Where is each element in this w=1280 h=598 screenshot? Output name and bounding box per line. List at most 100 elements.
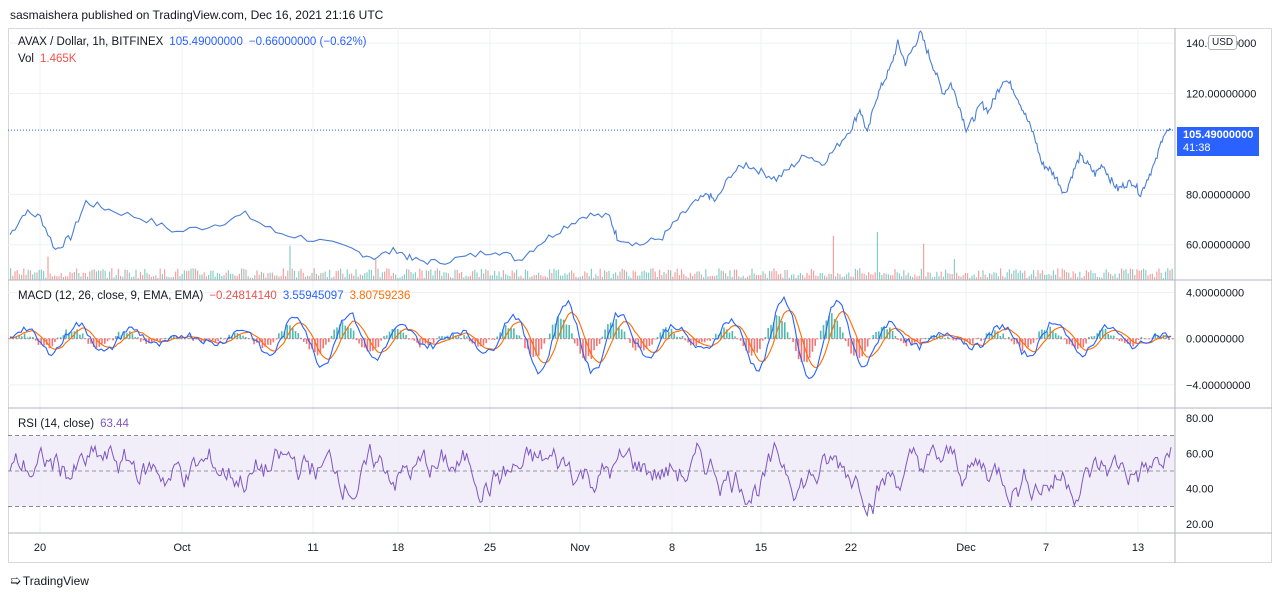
volume-bar [186, 271, 188, 280]
volume-bar [729, 270, 731, 280]
currency-button[interactable]: USD [1208, 35, 1238, 50]
volume-bar [27, 269, 29, 280]
volume-bar [1114, 273, 1116, 280]
macd-histogram-bar [228, 334, 230, 339]
volume-bar [661, 275, 663, 280]
macd-histogram-bar [1088, 337, 1090, 339]
volume-bar [397, 277, 399, 280]
volume-bar [1048, 274, 1050, 280]
volume-bar [192, 268, 194, 280]
volume-bar [1107, 272, 1109, 280]
macd-histogram-bar [209, 338, 211, 340]
macd-histogram-bar [62, 335, 65, 339]
volume-bar [1090, 270, 1092, 280]
macd-histogram-bar [999, 336, 1002, 339]
volume-bar [423, 277, 425, 280]
price-legend: AVAX / Dollar, 1h, BITFINEX 105.49000000−… [18, 36, 373, 48]
volume-bar [709, 276, 711, 280]
macd-histogram-bar [1030, 338, 1032, 345]
macd-histogram-bar [350, 328, 352, 339]
macd-histogram-bar [692, 338, 695, 345]
macd-histogram-bar [529, 338, 532, 356]
macd-histogram-bar [814, 338, 816, 346]
macd-histogram-bar [128, 331, 131, 339]
volume-bar [969, 277, 971, 280]
macd-histogram-bar [535, 338, 537, 356]
volume-bar [821, 273, 823, 280]
chart-canvas[interactable]: 20Oct111825Nov81522Dec713140.00000000120… [8, 28, 1272, 563]
macd-histogram-bar [1024, 338, 1027, 346]
macd-histogram-bar [839, 327, 841, 339]
macd-histogram-bar [632, 338, 634, 348]
volume-bar [843, 276, 845, 280]
volume-bar [392, 272, 394, 280]
macd-histogram-bar [491, 338, 493, 340]
volume-label[interactable]: Vol [18, 53, 34, 65]
volume-bar [117, 268, 119, 280]
volume-bar [711, 276, 713, 280]
macd-histogram-bar [286, 324, 288, 339]
volume-bar [898, 273, 900, 280]
volume-bar [263, 273, 265, 280]
volume-bar [386, 268, 388, 280]
volume-bar [194, 268, 196, 280]
macd-histogram-bar [1068, 338, 1071, 345]
volume-legend: Vol 1.465K [18, 53, 82, 65]
volume-bar [234, 275, 236, 280]
macd-histogram-bar [1057, 335, 1060, 339]
volume-bar [483, 273, 485, 280]
volume-bar [243, 268, 245, 280]
symbol-label[interactable]: AVAX / Dollar, 1h, BITFINEX [18, 36, 164, 48]
rsi-label[interactable]: RSI (14, close) [18, 418, 95, 430]
volume-bar [568, 272, 570, 280]
volume-bar [208, 275, 210, 280]
volume-bar [881, 275, 883, 280]
volume-bar [531, 276, 533, 280]
volume-bar [133, 276, 135, 280]
volume-bar [562, 275, 564, 280]
volume-bar [388, 268, 390, 280]
volume-bar [1112, 275, 1114, 280]
volume-bar [564, 273, 566, 280]
volume-bar [1136, 269, 1138, 280]
volume-bar [157, 278, 159, 280]
volume-bar [984, 274, 986, 280]
macd-histogram-bar [1124, 338, 1126, 344]
macd-histogram-bar [573, 338, 576, 344]
macd-label[interactable]: MACD (12, 26, close, 9, EMA, EMA) [18, 290, 204, 302]
volume-bar [71, 272, 73, 280]
volume-bar [91, 270, 93, 280]
macd-histogram-bar [90, 338, 92, 344]
volume-bar [236, 276, 238, 280]
macd-histogram-bar [900, 338, 902, 342]
macd-histogram-bar [1002, 333, 1004, 339]
volume-bar [689, 272, 691, 280]
macd-histogram-bar [507, 328, 510, 339]
volume-bar [599, 268, 601, 280]
volume-bar [408, 269, 410, 280]
volume-bar [907, 272, 909, 280]
volume-bar [846, 274, 848, 280]
macd-histogram-bar [1027, 338, 1029, 348]
volume-bar [597, 276, 599, 280]
volume-bar [995, 272, 997, 280]
volume-bar [1055, 274, 1057, 280]
volume-bar [271, 272, 273, 280]
macd-histogram-bar [952, 338, 955, 341]
volume-bar [80, 276, 82, 280]
volume-bar [755, 274, 757, 280]
macd-histogram-bar [322, 338, 324, 349]
volume-bar [623, 270, 625, 280]
macd-histogram-bar [70, 332, 73, 339]
volume-bar [146, 272, 148, 280]
volume-bar [626, 271, 628, 280]
macd-histogram-bar [1101, 329, 1104, 339]
volume-bar [300, 268, 302, 280]
volume-bar [1103, 272, 1105, 280]
footer-brand[interactable]: ➯ TradingView [10, 573, 89, 589]
macd-histogram-bar [245, 337, 247, 339]
volume-bar [168, 277, 170, 280]
volume-bar [1105, 269, 1107, 280]
volume-bar [1011, 273, 1013, 280]
macd-histogram-bar [1054, 333, 1057, 339]
